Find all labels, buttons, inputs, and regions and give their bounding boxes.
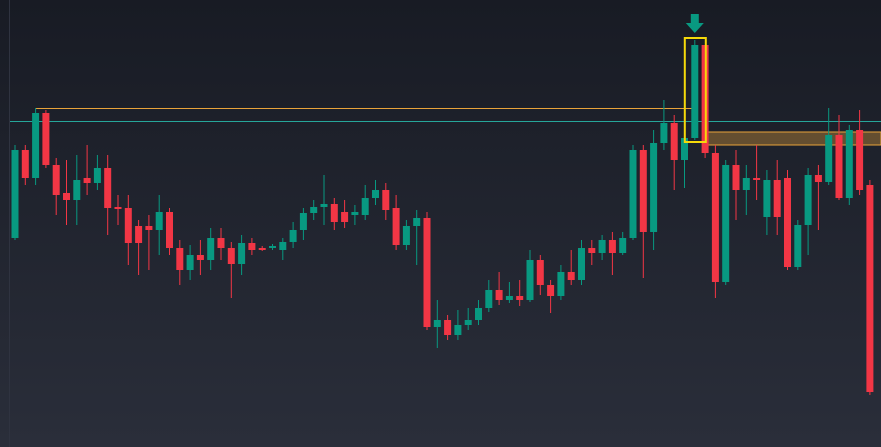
candle-body bbox=[650, 143, 658, 232]
candle-body bbox=[21, 150, 29, 178]
candle-body bbox=[753, 178, 761, 180]
candle-body bbox=[372, 190, 379, 198]
candle-body bbox=[464, 320, 472, 325]
candle-body bbox=[114, 207, 122, 209]
candle-body bbox=[711, 153, 719, 282]
candle-body bbox=[423, 218, 431, 327]
candle-body bbox=[804, 175, 812, 225]
candle-body bbox=[73, 180, 81, 200]
candle-body bbox=[104, 168, 112, 208]
candle-body bbox=[11, 150, 19, 238]
candle-body bbox=[413, 218, 421, 226]
candle-body bbox=[516, 296, 524, 300]
candle-body bbox=[279, 242, 287, 250]
candle-body bbox=[639, 150, 647, 232]
candle-body bbox=[557, 272, 565, 296]
candle-body bbox=[567, 272, 575, 280]
candle-body bbox=[547, 285, 555, 296]
candle-body bbox=[866, 185, 874, 392]
candle-body bbox=[289, 230, 297, 242]
candle-body bbox=[681, 138, 688, 160]
candle-body bbox=[732, 165, 740, 190]
candle-body bbox=[238, 243, 246, 264]
candle-body bbox=[691, 45, 699, 138]
candle-body bbox=[495, 290, 503, 300]
candle-body bbox=[341, 212, 349, 222]
candle-body bbox=[598, 240, 606, 253]
candle-body bbox=[578, 248, 585, 280]
candle-body bbox=[856, 130, 864, 190]
candle-body bbox=[794, 225, 802, 267]
candle-body bbox=[32, 113, 40, 178]
candle-body bbox=[475, 308, 482, 320]
candle-body bbox=[52, 165, 60, 195]
candle-body bbox=[330, 204, 338, 222]
candle-body bbox=[93, 168, 101, 183]
candle-body bbox=[217, 238, 225, 248]
candle-body bbox=[124, 208, 132, 243]
candle-body bbox=[526, 260, 534, 300]
candle-body bbox=[361, 198, 369, 215]
candle-body bbox=[207, 238, 215, 260]
candle-body bbox=[145, 226, 153, 230]
candle-body bbox=[454, 325, 462, 335]
candle-body bbox=[773, 180, 781, 217]
candle-body bbox=[825, 135, 833, 182]
candle-body bbox=[722, 165, 730, 282]
candle-body bbox=[166, 212, 173, 248]
candle-body bbox=[320, 204, 328, 207]
candle-body bbox=[402, 226, 410, 245]
candle-body bbox=[433, 320, 441, 327]
candle-body bbox=[258, 248, 266, 250]
candle-body bbox=[608, 240, 616, 253]
candle-body bbox=[155, 212, 163, 230]
candle-body bbox=[351, 212, 359, 215]
candle-body bbox=[227, 248, 235, 264]
candle-body bbox=[186, 255, 194, 270]
candle-body bbox=[835, 135, 843, 198]
candle-body bbox=[845, 130, 853, 198]
candle-body bbox=[629, 150, 637, 238]
candle-body bbox=[248, 243, 256, 250]
candle-body bbox=[485, 290, 493, 308]
highlight-box bbox=[683, 37, 707, 143]
candle-body bbox=[382, 190, 390, 210]
candle-body bbox=[505, 296, 513, 300]
candle-body bbox=[660, 123, 668, 143]
candle-body bbox=[619, 238, 627, 253]
candle-body bbox=[444, 320, 452, 335]
candle-body bbox=[269, 246, 276, 248]
candle-body bbox=[763, 180, 771, 217]
zone bbox=[706, 131, 881, 146]
candle-body bbox=[299, 213, 307, 230]
candle-body bbox=[176, 248, 184, 270]
candle-body bbox=[135, 226, 143, 243]
candle-body bbox=[742, 178, 750, 190]
candle-body bbox=[536, 260, 544, 285]
candle-body bbox=[670, 123, 678, 160]
candle-body bbox=[196, 255, 204, 260]
candle-body bbox=[42, 113, 50, 165]
candle-body bbox=[784, 178, 791, 267]
candle-body bbox=[814, 175, 822, 182]
candle-body bbox=[83, 178, 91, 183]
candle-body bbox=[310, 207, 318, 213]
candle-body bbox=[392, 208, 400, 245]
candle-body bbox=[588, 248, 596, 253]
candle-body bbox=[63, 193, 70, 200]
signal-arrow bbox=[685, 14, 704, 33]
